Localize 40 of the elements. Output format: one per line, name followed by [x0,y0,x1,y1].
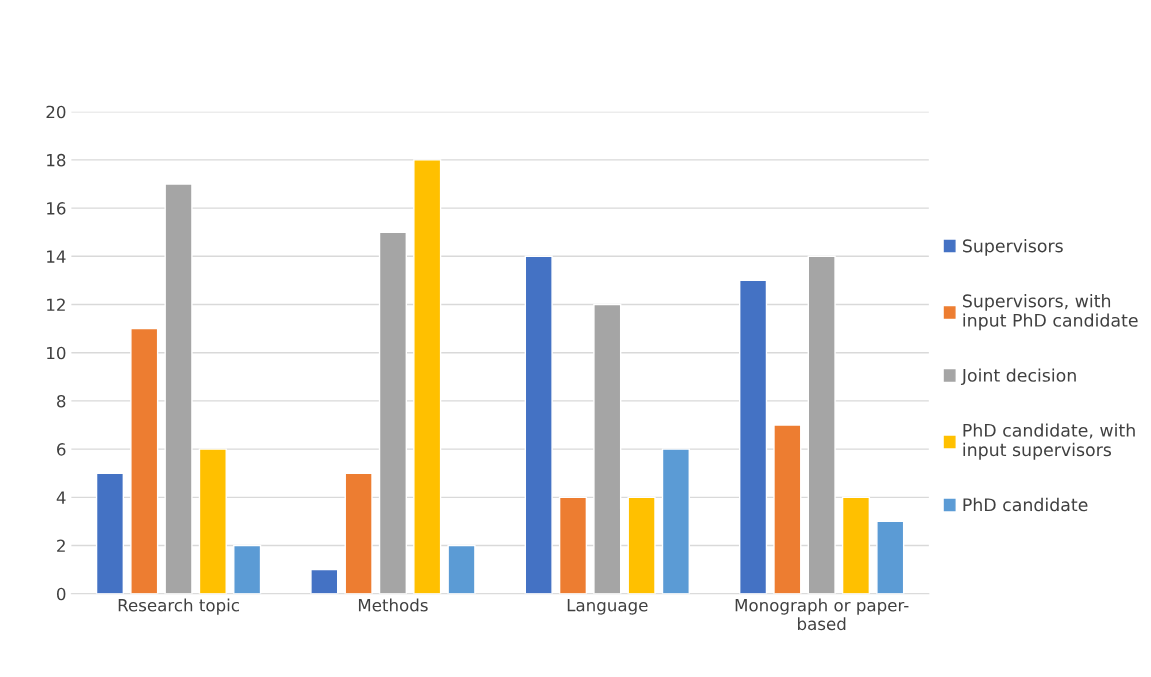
bar [413,159,442,594]
bar [233,544,262,594]
bar [344,472,373,594]
bar [661,448,690,594]
x-tick-label: Monograph or paper-based [735,598,909,631]
legend-label: PhD candidate, with input supervisors [963,423,1135,460]
y-tick-label: 16 [47,202,66,215]
legend-label: PhD candidate [963,497,1088,512]
x-tick-label: Research topic [118,598,239,615]
y-tick-label: 10 [47,346,66,360]
x-tick-label: Methods [358,598,428,612]
bar [164,183,193,594]
bar [593,303,622,594]
y-tick-label: 18 [47,153,66,167]
legend-label: Supervisors [962,238,1063,256]
legend-label: Joint decision [960,368,1076,386]
bar [773,424,802,594]
y-tick-label: 14 [47,250,66,263]
bar [130,327,159,594]
y-tick-label: 20 [46,105,66,119]
y-tick-label: 12 [47,298,65,311]
y-tick-label: 0 [57,587,66,601]
y-tick-label: 2 [57,539,65,552]
bar [807,255,836,594]
y-tick-label: 6 [57,443,66,456]
legend-label: Supervisors, with input PhD candidate [962,293,1138,331]
bar [95,472,125,594]
bar [447,544,476,594]
y-tick-label: 4 [56,491,66,504]
bar [378,231,407,594]
x-tick-label: Language [567,599,648,615]
y-tick-label: 8 [57,394,66,408]
bar [738,279,768,594]
bar [524,255,553,594]
bar [198,448,227,594]
bar [841,496,871,594]
bar [310,568,339,594]
bar [558,496,588,594]
bar [876,520,905,594]
bar [627,496,656,594]
